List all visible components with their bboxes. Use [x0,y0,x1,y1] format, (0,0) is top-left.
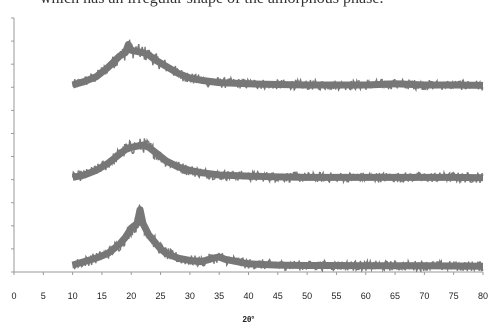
x-axis-title: 2θ° [243,315,255,324]
chart-axes [11,17,484,275]
x-tick-label: 0 [11,291,16,301]
x-tick-label: 50 [302,291,312,301]
x-tick-label: 25 [156,291,166,301]
x-tick-labels: 0 5 10 15 20 25 30 35 40 45 50 55 60 65 70 75 80 [11,291,488,301]
x-tick-label: 10 [68,291,78,301]
x-tick-label: 80 [478,291,488,301]
series-1 [71,39,484,93]
x-tick-label: 35 [214,291,224,301]
series-layer [71,39,484,273]
series-line [71,206,484,270]
series-2 [71,137,484,185]
series-noise-trace [71,203,484,273]
x-tick-label: 65 [390,291,400,301]
x-tick-label: 30 [185,291,195,301]
x-tick-label: 70 [419,291,429,301]
x-tick-label: 55 [331,291,341,301]
x-tick-label: 45 [273,291,283,301]
x-tick-label: 15 [97,291,107,301]
x-tick-label: 20 [126,291,136,301]
x-tick-label: 75 [449,291,459,301]
series-noise-trace [71,137,484,185]
x-tick-label: 60 [361,291,371,301]
series-noise-trace [71,39,484,93]
series-3 [71,203,484,273]
caption-fragment: which has an irregular shape of the amor… [40,0,493,9]
x-tick-label: 40 [243,291,253,301]
x-tick-label: 5 [41,291,46,301]
